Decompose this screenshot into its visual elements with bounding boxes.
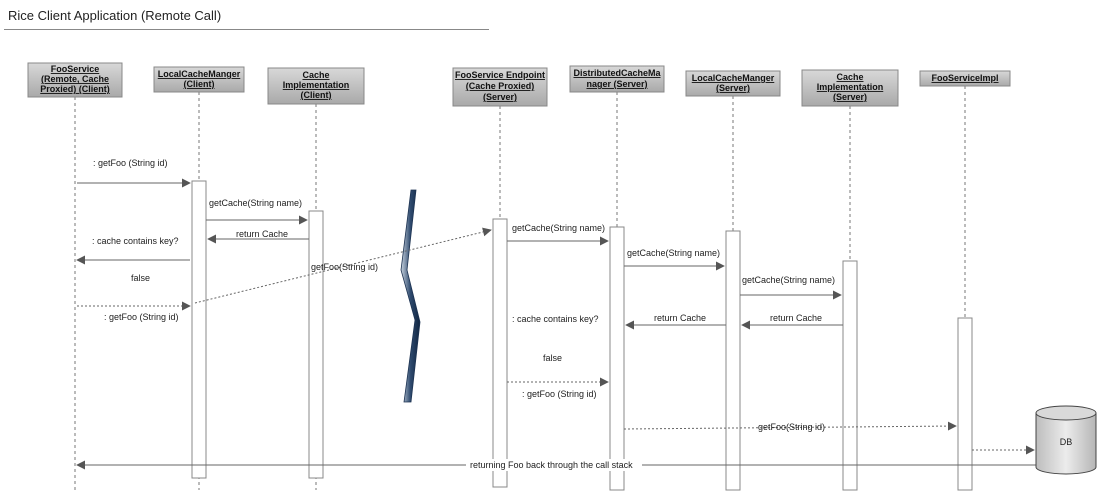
- participant-label: DistributedCacheMa: [573, 68, 661, 78]
- network-break-icon: [400, 189, 421, 403]
- activation-p5: [609, 226, 625, 491]
- participant-label: Proxied) (Client): [40, 84, 110, 94]
- participant-label: (Client): [301, 90, 332, 100]
- message-label: return Cache: [654, 313, 706, 323]
- activation-p3: [308, 210, 324, 479]
- message-label: : cache contains key?: [92, 236, 179, 246]
- participant-label: Cache: [302, 70, 329, 80]
- database-icon: DB: [1035, 405, 1097, 475]
- message-label: : getFoo (String id): [93, 158, 168, 168]
- participant-p8: FooServiceImpl: [919, 70, 1011, 87]
- participant-p7: Cache Implementation (Server): [801, 69, 899, 107]
- activation-p7: [842, 260, 858, 491]
- message-label: getCache(String name): [209, 198, 302, 208]
- message-arrow-async: [194, 227, 492, 304]
- db-label: DB: [1060, 437, 1073, 447]
- participant-label: Implementation: [283, 80, 350, 90]
- title-divider: [4, 29, 489, 30]
- message-label: getCache(String name): [742, 275, 835, 285]
- participant-p5: DistributedCacheMa nager (Server): [569, 65, 665, 93]
- message-label: getFoo(String id): [311, 262, 378, 272]
- activation-p6: [725, 230, 741, 491]
- message-label: return Cache: [236, 229, 288, 239]
- activation-p2: [191, 180, 207, 479]
- participant-p3: Cache Implementation (Client): [267, 67, 365, 105]
- participant-label: (Client): [184, 79, 215, 89]
- participant-p1: FooService (Remote, Cache Proxied) (Clie…: [27, 62, 123, 98]
- message-label: false: [543, 353, 562, 363]
- message-label: : getFoo (String id): [104, 312, 179, 322]
- participant-label: LocalCacheManger: [158, 69, 241, 79]
- participant-label: LocalCacheManger: [692, 73, 775, 83]
- diagram-title: Rice Client Application (Remote Call): [8, 8, 222, 23]
- participant-label: (Remote, Cache: [41, 74, 109, 84]
- message-label: : getFoo (String id): [522, 389, 597, 399]
- message-label: getCache(String name): [512, 223, 605, 233]
- participant-p2: LocalCacheManger (Client): [153, 66, 245, 93]
- message-label: return Cache: [770, 313, 822, 323]
- message-label: false: [131, 273, 150, 283]
- participant-label: (Cache Proxied): [466, 81, 535, 91]
- message-label: : cache contains key?: [512, 314, 599, 324]
- participant-label: (Server): [716, 83, 750, 93]
- activation-p4: [492, 218, 508, 488]
- participant-label: nager (Server): [586, 79, 647, 89]
- participant-p6: LocalCacheManger (Server): [685, 70, 781, 97]
- participant-label: FooService: [51, 64, 100, 74]
- message-label: getCache(String name): [627, 248, 720, 258]
- activation-p8: [957, 317, 973, 491]
- participant-label: Cache: [836, 72, 863, 82]
- participant-label: Implementation: [817, 82, 884, 92]
- participant-label: FooServiceImpl: [931, 73, 998, 83]
- participant-p4: FooService Endpoint (Cache Proxied) (Ser…: [452, 67, 548, 107]
- message-arrow-async: [623, 421, 957, 431]
- message-label: getFoo(String id): [758, 422, 825, 432]
- participant-label: FooService Endpoint: [455, 70, 545, 80]
- message-label: returning Foo back through the call stac…: [470, 460, 633, 470]
- participant-label: (Server): [483, 92, 517, 102]
- participant-label: (Server): [833, 92, 867, 102]
